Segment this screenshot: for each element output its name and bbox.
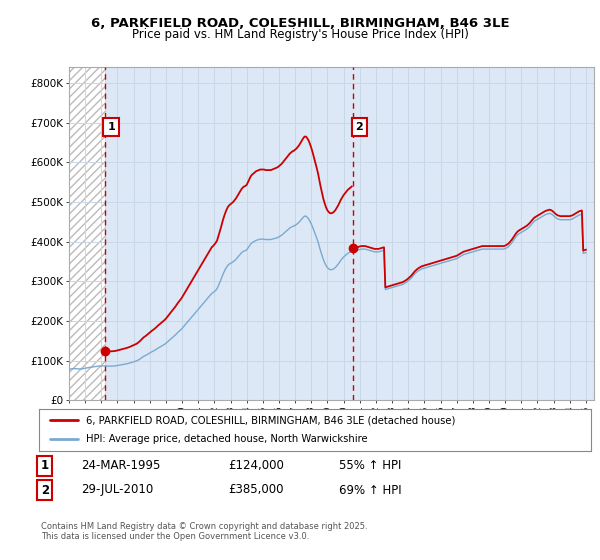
Text: 6, PARKFIELD ROAD, COLESHILL, BIRMINGHAM, B46 3LE (detached house): 6, PARKFIELD ROAD, COLESHILL, BIRMINGHAM… — [86, 415, 455, 425]
Text: £385,000: £385,000 — [228, 483, 284, 497]
Text: 29-JUL-2010: 29-JUL-2010 — [81, 483, 153, 497]
Text: £124,000: £124,000 — [228, 459, 284, 473]
Text: Price paid vs. HM Land Registry's House Price Index (HPI): Price paid vs. HM Land Registry's House … — [131, 28, 469, 41]
Text: Contains HM Land Registry data © Crown copyright and database right 2025.
This d: Contains HM Land Registry data © Crown c… — [41, 522, 367, 542]
Text: 6, PARKFIELD ROAD, COLESHILL, BIRMINGHAM, B46 3LE: 6, PARKFIELD ROAD, COLESHILL, BIRMINGHAM… — [91, 17, 509, 30]
Text: 2: 2 — [355, 122, 363, 132]
Text: 1: 1 — [41, 459, 49, 473]
Text: 2: 2 — [41, 483, 49, 497]
Text: HPI: Average price, detached house, North Warwickshire: HPI: Average price, detached house, Nort… — [86, 435, 368, 445]
Text: 55% ↑ HPI: 55% ↑ HPI — [339, 459, 401, 473]
Bar — [69, 67, 105, 400]
Text: 69% ↑ HPI: 69% ↑ HPI — [339, 483, 401, 497]
Text: 1: 1 — [107, 122, 115, 132]
Text: 24-MAR-1995: 24-MAR-1995 — [81, 459, 160, 473]
